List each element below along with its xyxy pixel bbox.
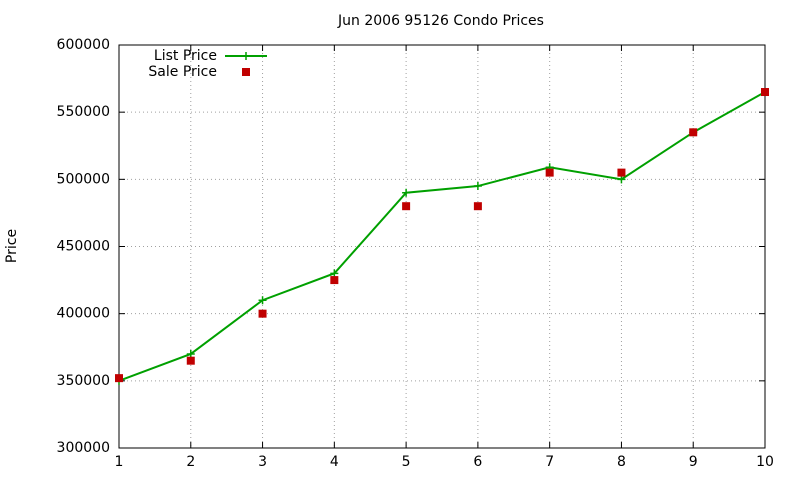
point (473, 182, 482, 191)
y-axis-label: Price (4, 229, 20, 263)
x-tick-label: 6 (473, 454, 482, 470)
point (761, 88, 769, 97)
x-tick-label: 4 (330, 454, 339, 470)
point (186, 349, 195, 358)
x-tick-label: 8 (617, 454, 626, 470)
point (402, 188, 411, 197)
legend-marker (242, 68, 250, 76)
legend-marker (242, 52, 250, 60)
point (330, 276, 339, 285)
plot-frame (118, 44, 766, 449)
y-tick-label: 300000 (57, 440, 110, 456)
point (617, 168, 626, 177)
point (186, 356, 195, 365)
y-tick-label: 550000 (57, 104, 110, 120)
point (115, 374, 123, 383)
x-tick-label: 5 (402, 454, 411, 470)
chart-title: Jun 2006 95126 Condo Prices (337, 13, 544, 29)
legend-label: Sale Price (148, 64, 217, 80)
y-tick-label: 450000 (57, 239, 110, 255)
point (473, 202, 482, 211)
x-tick-label: 3 (258, 454, 267, 470)
legend-label: List Price (154, 48, 217, 64)
series-line (118, 91, 766, 382)
point (258, 309, 267, 318)
x-tick-label: 2 (186, 454, 195, 470)
x-tick-label: 9 (689, 454, 698, 470)
y-tick-label: 400000 (57, 306, 110, 322)
point (402, 202, 411, 211)
point (258, 296, 267, 305)
y-tick-label: 500000 (57, 171, 110, 187)
point (545, 168, 554, 177)
point (330, 269, 339, 278)
x-tick-label: 7 (545, 454, 554, 470)
x-tick-label: 10 (756, 454, 774, 470)
point (617, 175, 626, 184)
y-tick-label: 600000 (57, 37, 110, 53)
point (689, 128, 698, 137)
y-tick-label: 350000 (57, 373, 110, 389)
x-tick-label: 1 (115, 454, 124, 470)
